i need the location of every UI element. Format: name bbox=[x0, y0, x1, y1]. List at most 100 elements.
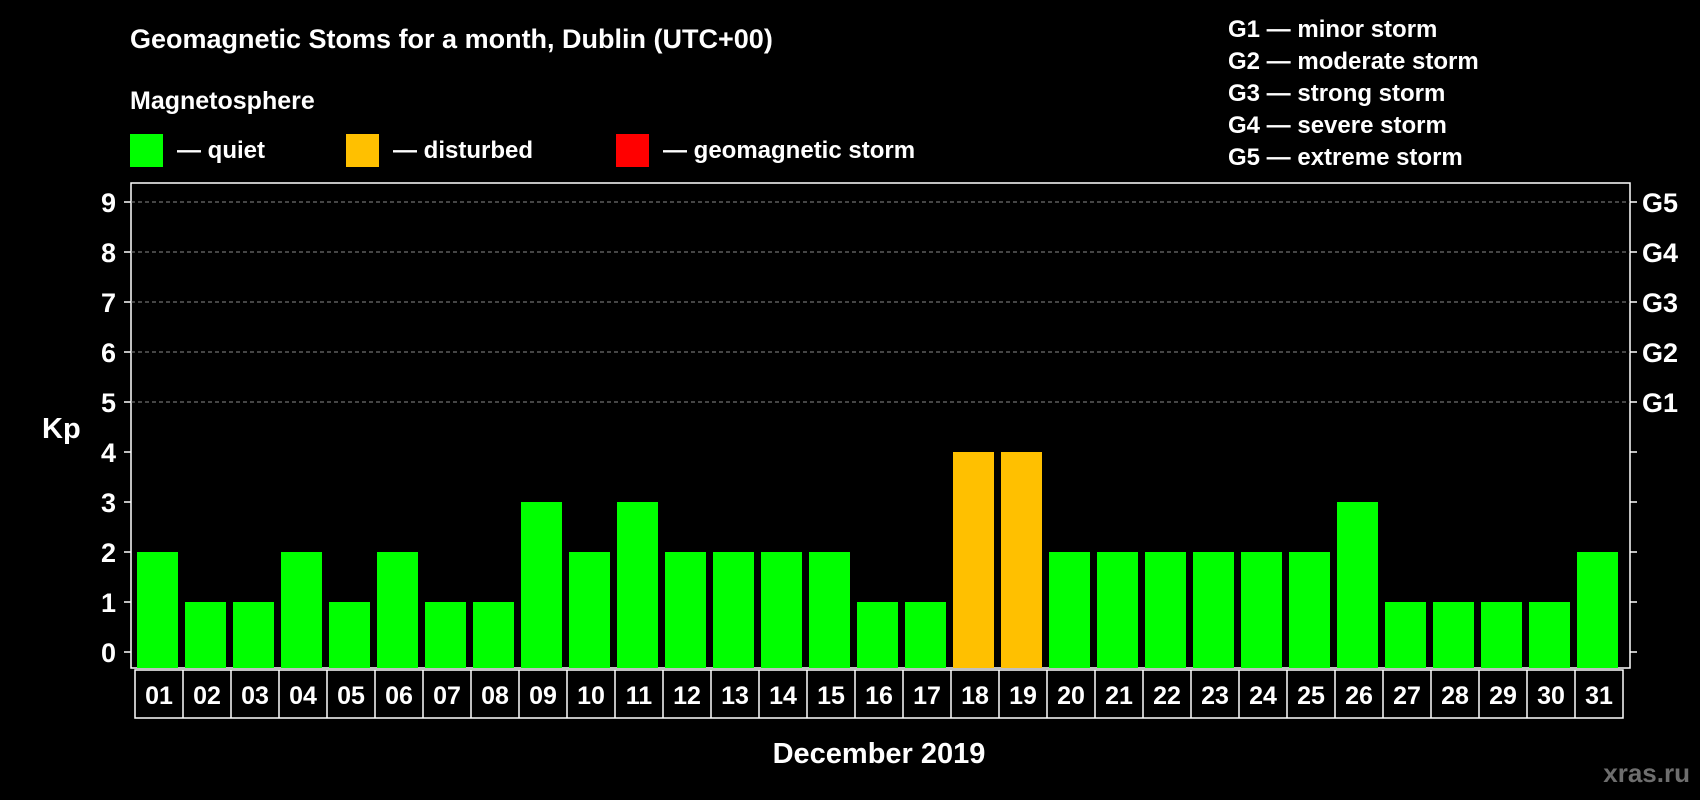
storm-scale-g2: G2 — moderate storm bbox=[1228, 48, 1479, 75]
x-tick-label: 23 bbox=[1201, 682, 1229, 710]
legend-swatch-quiet bbox=[130, 134, 163, 167]
bar bbox=[809, 552, 850, 668]
x-tick-label: 12 bbox=[673, 682, 701, 710]
bar bbox=[1241, 552, 1282, 668]
bar bbox=[761, 552, 802, 668]
x-tick-label: 04 bbox=[289, 682, 317, 710]
bar bbox=[521, 502, 562, 668]
legend-heading: Magnetosphere bbox=[130, 87, 315, 115]
x-tick-label: 18 bbox=[961, 682, 989, 710]
grid-lines bbox=[131, 201, 1630, 403]
x-tick-label: 26 bbox=[1345, 682, 1373, 710]
watermark: xras.ru bbox=[1603, 758, 1690, 788]
bar bbox=[1001, 452, 1042, 668]
legend-label-storm: — geomagnetic storm bbox=[663, 137, 915, 164]
y-axis: 0 1 2 3 4 5 6 7 8 9 G1 G2 G3 G4 G5 bbox=[101, 188, 1678, 668]
y-axis-label: Kp bbox=[42, 413, 81, 445]
x-tick-label: 29 bbox=[1489, 682, 1517, 710]
bar bbox=[617, 502, 658, 668]
y-tick-label: 3 bbox=[101, 488, 116, 518]
x-tick-label: 16 bbox=[865, 682, 893, 710]
x-tick-label: 13 bbox=[721, 682, 749, 710]
y-tick-label: 6 bbox=[101, 338, 116, 368]
bar bbox=[281, 552, 322, 668]
storm-level-label: G5 bbox=[1642, 188, 1678, 218]
y-tick-label: 1 bbox=[101, 588, 116, 618]
x-tick-label: 22 bbox=[1153, 682, 1181, 710]
legend-label-quiet: — quiet bbox=[177, 137, 265, 164]
x-tick-label: 10 bbox=[577, 682, 605, 710]
y-tick-label: 9 bbox=[101, 188, 116, 218]
y-tick-label: 4 bbox=[101, 438, 116, 468]
bar bbox=[1193, 552, 1234, 668]
y-tick-label: 7 bbox=[101, 288, 116, 318]
y-tick-label: 5 bbox=[101, 388, 116, 418]
x-tick-label: 06 bbox=[385, 682, 413, 710]
x-tick-label: 25 bbox=[1297, 682, 1325, 710]
x-tick-label: 14 bbox=[769, 682, 797, 710]
bar bbox=[1433, 602, 1474, 668]
storm-level-label: G3 bbox=[1642, 288, 1678, 318]
bar bbox=[1385, 602, 1426, 668]
bar bbox=[1097, 552, 1138, 668]
storm-level-label: G2 bbox=[1642, 338, 1678, 368]
x-axis-label: December 2019 bbox=[773, 738, 986, 770]
x-tick-label: 09 bbox=[529, 682, 557, 710]
bar bbox=[713, 552, 754, 668]
bar bbox=[473, 602, 514, 668]
y-tick-label: 2 bbox=[101, 538, 116, 568]
bar bbox=[1577, 552, 1618, 668]
bar bbox=[425, 602, 466, 668]
bar bbox=[1529, 602, 1570, 668]
y-tick-label: 0 bbox=[101, 638, 116, 668]
bar bbox=[329, 602, 370, 668]
legend-swatch-storm bbox=[616, 134, 649, 167]
chart-title: Geomagnetic Stoms for a month, Dublin (U… bbox=[130, 24, 773, 54]
bar bbox=[185, 602, 226, 668]
bar bbox=[1289, 552, 1330, 668]
x-tick-label: 01 bbox=[145, 682, 173, 710]
storm-scale-g3: G3 — strong storm bbox=[1228, 80, 1445, 107]
bar bbox=[905, 602, 946, 668]
x-tick-label: 27 bbox=[1393, 682, 1421, 710]
storm-scale-g5: G5 — extreme storm bbox=[1228, 144, 1463, 171]
x-tick-label: 30 bbox=[1537, 682, 1565, 710]
bar bbox=[377, 552, 418, 668]
x-tick-label: 08 bbox=[481, 682, 509, 710]
storm-level-label: G4 bbox=[1642, 238, 1678, 268]
x-tick-label: 19 bbox=[1009, 682, 1037, 710]
bar bbox=[665, 552, 706, 668]
x-tick-label: 31 bbox=[1585, 682, 1613, 710]
x-tick-label: 11 bbox=[626, 682, 653, 710]
x-tick-label: 15 bbox=[817, 682, 845, 710]
legend-label-disturbed: — disturbed bbox=[393, 137, 533, 164]
x-tick-label: 05 bbox=[337, 682, 365, 710]
x-tick-label: 07 bbox=[433, 682, 461, 710]
x-tick-label: 17 bbox=[913, 682, 941, 710]
x-tick-label: 02 bbox=[193, 682, 221, 710]
x-tick-label: 03 bbox=[241, 682, 269, 710]
x-label-box bbox=[134, 669, 1624, 719]
storm-scale-g4: G4 — severe storm bbox=[1228, 112, 1447, 139]
bar bbox=[857, 602, 898, 668]
bar bbox=[1337, 502, 1378, 668]
bar bbox=[137, 552, 178, 668]
bar bbox=[233, 602, 274, 668]
y-tick-label: 8 bbox=[101, 238, 116, 268]
x-axis: 01 02 03 04 05 06 07 08 09 10 11 12 13 14 15 16 17 18 19 20… bbox=[134, 669, 1624, 719]
bar bbox=[953, 452, 994, 668]
bar bbox=[569, 552, 610, 668]
bar bbox=[1145, 552, 1186, 668]
bar bbox=[1481, 602, 1522, 668]
storm-scale-g1: G1 — minor storm bbox=[1228, 16, 1437, 43]
x-tick-label: 24 bbox=[1249, 682, 1277, 710]
storm-level-label: G1 bbox=[1642, 388, 1678, 418]
x-tick-label: 21 bbox=[1105, 682, 1133, 710]
plot-frame bbox=[130, 182, 1631, 669]
x-tick-label: 20 bbox=[1057, 682, 1085, 710]
bar bbox=[1049, 552, 1090, 668]
legend-swatch-disturbed bbox=[346, 134, 379, 167]
bars bbox=[137, 452, 1618, 668]
x-tick-label: 28 bbox=[1441, 682, 1469, 710]
